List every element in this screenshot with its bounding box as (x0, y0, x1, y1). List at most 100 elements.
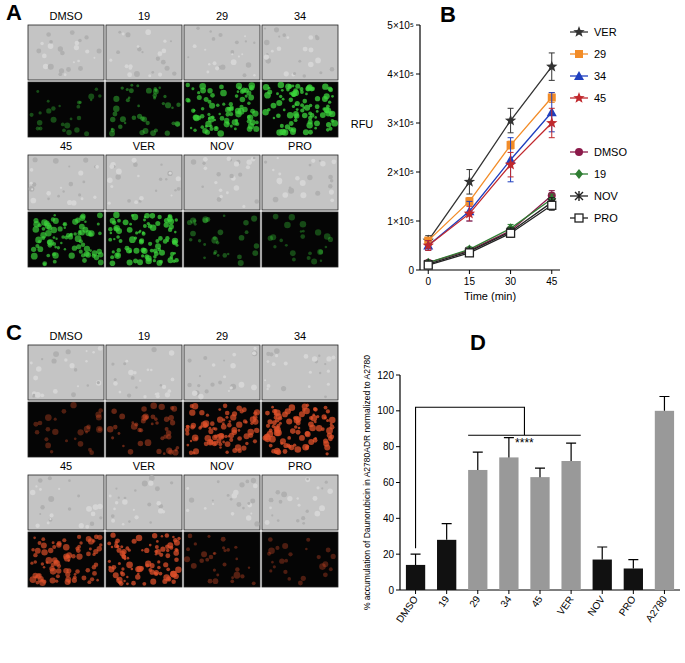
fluorescent-cell (169, 546, 173, 550)
fluorescent-cell (118, 562, 121, 565)
texture (218, 33, 222, 37)
x-tick-label: NOV (585, 594, 607, 618)
fluorescent-cell (113, 238, 115, 240)
texture (273, 197, 279, 203)
texture (155, 486, 160, 491)
fluorescent-cell (208, 117, 211, 120)
texture (109, 164, 114, 169)
texture (254, 199, 259, 204)
fluorescent-cell (175, 218, 179, 222)
texture (74, 368, 78, 372)
texture (30, 490, 35, 495)
fluorescent-cell (225, 451, 228, 454)
fluorescent-cell (329, 567, 333, 571)
fluorescent-cell (54, 559, 59, 564)
texture (235, 40, 239, 44)
fluorescent-cell (241, 445, 246, 450)
fluorescent-cell (70, 402, 76, 408)
fluorescent-cell (271, 103, 277, 109)
fluorescent-cell (273, 565, 276, 568)
line-chart: B01×10⁵2×10⁵3×10⁵4×10⁵5×10⁵0153045Time (… (351, 2, 628, 302)
texture (147, 503, 151, 507)
fluorescent-cell (247, 101, 250, 104)
fluorescent-cell (234, 572, 241, 579)
texture (58, 488, 60, 490)
fluorescent-cell (117, 578, 120, 581)
texture (158, 51, 163, 56)
image-label: VER (133, 460, 156, 472)
fluorescent-cell (205, 558, 209, 562)
fluorescent-cell (74, 127, 79, 132)
x-tick-label: VER (555, 594, 576, 617)
fluorescent-cell (118, 125, 123, 130)
fluorescent-cell (142, 231, 145, 234)
fluorescent-cell (92, 250, 98, 256)
fluorescent-cell (208, 579, 213, 584)
fluorescent-cell (111, 546, 114, 549)
texture (246, 515, 251, 520)
texture (77, 494, 80, 497)
x-tick-label: 45 (529, 593, 545, 609)
texture (74, 45, 79, 50)
fluorescence-image (28, 212, 104, 267)
texture (293, 72, 296, 75)
fluorescent-cell (139, 566, 144, 571)
texture (30, 168, 34, 172)
y-tick (416, 221, 420, 222)
fluorescent-cell (329, 417, 336, 424)
texture (267, 360, 270, 363)
texture (305, 477, 310, 482)
fluorescent-cell (98, 94, 101, 97)
fluorescent-cell (205, 435, 211, 441)
fluorescent-cell (119, 581, 124, 586)
fluorescent-cell (110, 533, 115, 538)
texture (252, 350, 258, 356)
fluorescence-image (262, 212, 338, 267)
fluorescent-cell (110, 260, 116, 266)
texture (277, 157, 279, 159)
error-bar (411, 554, 421, 565)
fluorescent-cell (126, 247, 132, 253)
fluorescent-cell (145, 439, 152, 446)
bar (437, 540, 456, 590)
fluorescent-cell (247, 115, 251, 119)
texture (328, 175, 333, 180)
texture (171, 195, 173, 197)
fluorescent-cell (148, 242, 152, 246)
texture (110, 185, 113, 188)
fluorescent-cell (216, 103, 220, 107)
texture (269, 506, 272, 509)
texture (304, 354, 309, 359)
fluorescent-cell (31, 253, 38, 260)
fluorescent-cell (198, 239, 201, 242)
texture (308, 62, 314, 68)
fluorescent-cell (88, 538, 94, 544)
texture (317, 486, 320, 489)
texture (233, 490, 238, 495)
fluorescent-cell (186, 444, 189, 447)
texture (148, 74, 151, 77)
fluorescent-cell (44, 221, 50, 227)
fluorescent-cell (43, 566, 46, 569)
fluorescence-image (106, 212, 182, 267)
fluorescent-cell (151, 422, 154, 425)
panel-letter: D (470, 330, 486, 355)
texture (47, 522, 50, 525)
fluorescent-cell (111, 409, 116, 414)
texture (79, 523, 84, 528)
texture (98, 346, 103, 351)
fluorescent-cell (129, 88, 134, 93)
fluorescent-cell (219, 446, 222, 449)
legend: VER293445DMSO19NOVPRO (570, 26, 627, 224)
fluorescent-cell (326, 419, 329, 422)
fluorescent-cell (271, 406, 274, 409)
fluorescent-cell (317, 249, 323, 255)
fluorescent-cell (283, 449, 288, 454)
fluorescent-cell (72, 578, 77, 583)
fluorescent-cell (57, 246, 60, 249)
fluorescent-cell (124, 122, 126, 124)
fluorescent-cell (66, 130, 71, 135)
texture (253, 74, 255, 76)
marker (465, 249, 473, 257)
texture (271, 50, 274, 53)
